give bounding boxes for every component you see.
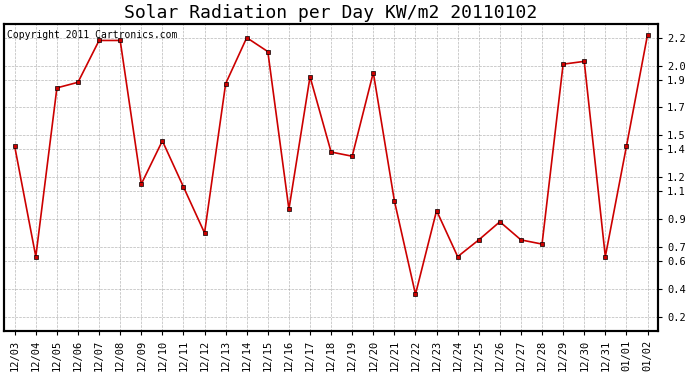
Text: Copyright 2011 Cartronics.com: Copyright 2011 Cartronics.com [8,30,178,40]
Title: Solar Radiation per Day KW/m2 20110102: Solar Radiation per Day KW/m2 20110102 [124,4,538,22]
